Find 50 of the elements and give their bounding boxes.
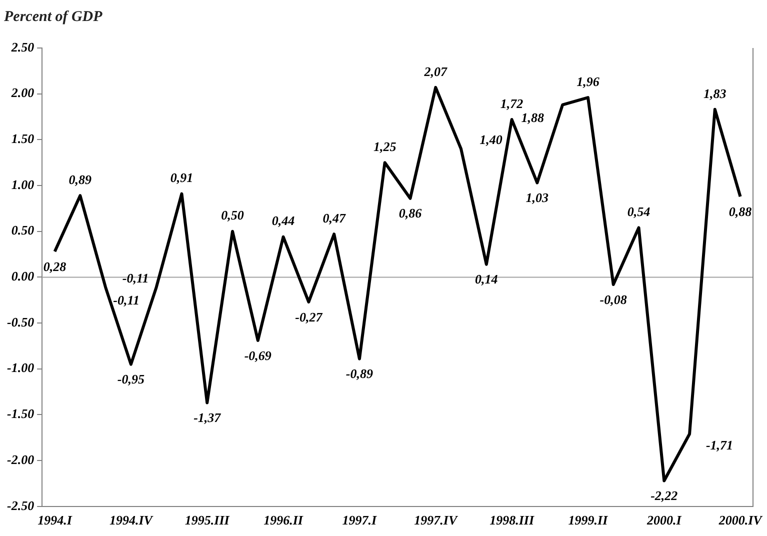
- y-tick-label: 1.00: [11, 176, 35, 192]
- data-label: 0,89: [68, 172, 92, 187]
- x-tick-label: 1996.II: [264, 512, 304, 528]
- data-label: -1,71: [706, 437, 734, 452]
- y-tick-label: -0.50: [6, 314, 35, 330]
- data-label: 1,25: [373, 138, 397, 154]
- data-label: 0,50: [221, 208, 244, 223]
- data-label: -0,89: [346, 366, 374, 382]
- data-label: 0,88: [728, 204, 752, 219]
- y-tick-label: -1.00: [6, 360, 35, 376]
- data-label: 1,40: [480, 132, 503, 148]
- data-label: 0,44: [272, 213, 296, 228]
- y-tick-label: -2.00: [6, 452, 35, 467]
- chart-title: Percent of GDP: [4, 8, 104, 25]
- data-label: -0,11: [122, 270, 149, 286]
- data-label: -2,22: [650, 488, 678, 504]
- x-tick-label: 1994.IV: [109, 512, 154, 528]
- y-tick-label: 0.00: [11, 268, 35, 284]
- data-label: -0,08: [600, 292, 628, 307]
- data-label: 0,28: [43, 258, 67, 274]
- data-label: 2,07: [423, 64, 448, 79]
- x-tick-label: 1999.II: [568, 512, 609, 528]
- data-label: 1,83: [704, 86, 727, 101]
- data-label: 0,86: [398, 206, 422, 221]
- x-tick-label: 2000.I: [646, 512, 682, 528]
- y-tick-label: 0.50: [11, 222, 35, 238]
- data-label: -1,37: [194, 410, 222, 426]
- y-tick-label: 1.50: [11, 131, 35, 146]
- data-label: -0,69: [244, 348, 272, 363]
- y-tick-label: 2.50: [10, 39, 35, 54]
- data-label: 0,54: [627, 204, 651, 220]
- data-label: 1,88: [521, 110, 544, 126]
- x-tick-label: 1997.I: [342, 512, 378, 528]
- data-label: -0,95: [117, 372, 145, 387]
- data-label: 1,03: [526, 190, 550, 206]
- x-tick-label: 1998.III: [490, 512, 535, 528]
- data-label: 1,72: [500, 96, 524, 111]
- data-label: -0,11: [113, 292, 140, 308]
- data-label: -0,27: [295, 309, 323, 324]
- data-label: 0,47: [322, 210, 346, 226]
- data-label: 0,91: [170, 170, 194, 186]
- y-tick-label: -1.50: [6, 406, 35, 422]
- x-tick-label: 2000.IV: [718, 512, 764, 528]
- x-tick-label: 1997.IV: [414, 512, 458, 528]
- data-label: 0,14: [475, 272, 498, 287]
- x-tick-label: 1994.I: [38, 512, 73, 528]
- data-label: 1,96: [576, 74, 600, 89]
- y-tick-label: -2.50: [6, 498, 35, 513]
- x-tick-label: 1995.III: [184, 512, 230, 528]
- y-tick-label: 2.00: [10, 85, 35, 100]
